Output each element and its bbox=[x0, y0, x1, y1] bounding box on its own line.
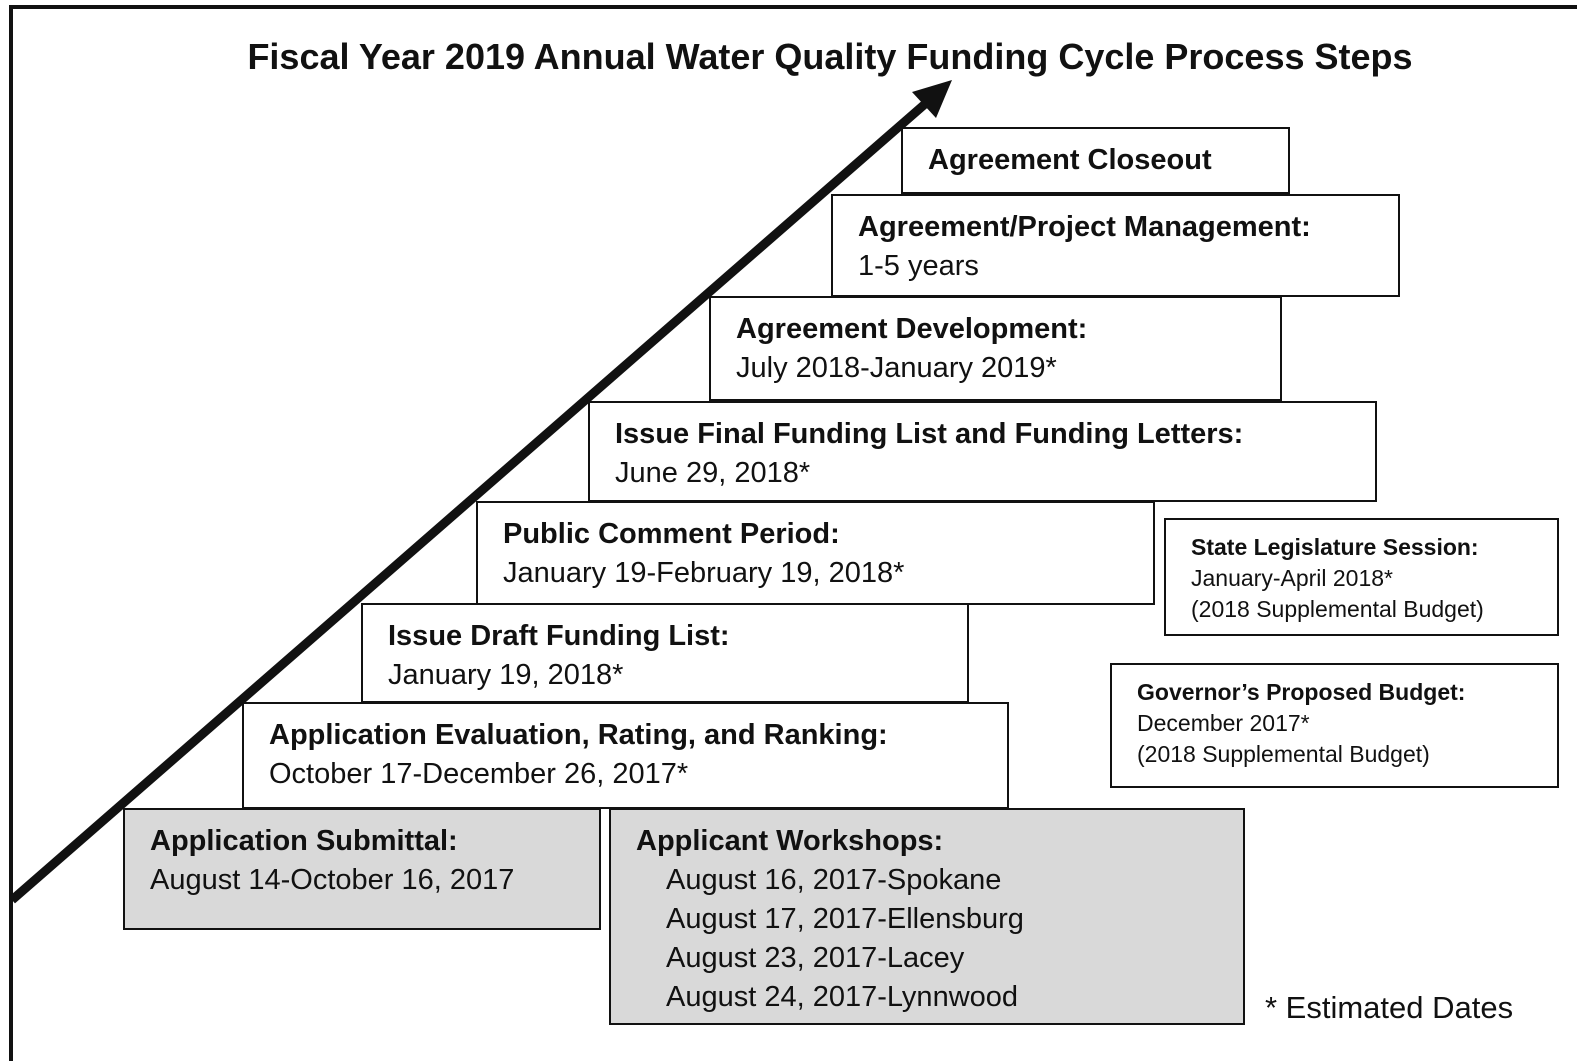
step-box: Application Evaluation, Rating, and Rank… bbox=[242, 702, 1009, 809]
step-label: Application Evaluation, Rating, and Rank… bbox=[269, 719, 888, 751]
step-label: Governor’s Proposed Budget: bbox=[1137, 679, 1466, 705]
footnote: * Estimated Dates bbox=[1265, 990, 1514, 1025]
title: Fiscal Year 2019 Annual Water Quality Fu… bbox=[247, 36, 1413, 77]
step-box: Application Submittal: August 14-October … bbox=[123, 808, 601, 930]
step-label: Agreement/Project Management: bbox=[858, 211, 1311, 243]
step-box: Agreement/Project Management: 1-5 years bbox=[831, 194, 1400, 297]
step-label: Public Comment Period: bbox=[503, 518, 840, 550]
step-detail: August 14-October 16, 2017 bbox=[150, 864, 515, 896]
step-detail: January-April 2018* bbox=[1191, 565, 1394, 591]
step-label: State Legislature Session: bbox=[1191, 534, 1479, 560]
step-detail: August 24, 2017-Lynnwood bbox=[666, 981, 1019, 1013]
step-box: Agreement Closeout bbox=[901, 127, 1290, 194]
step-label: Issue Final Funding List and Funding Let… bbox=[615, 418, 1244, 450]
step-detail: January 19, 2018* bbox=[388, 659, 624, 691]
step-box: Governor’s Proposed Budget: December 2017… bbox=[1110, 663, 1559, 788]
step-box: State Legislature Session: January-April … bbox=[1164, 518, 1559, 636]
step-label: Agreement Development: bbox=[736, 313, 1088, 345]
arrow-head bbox=[912, 80, 952, 118]
step-detail: June 29, 2018* bbox=[615, 457, 811, 489]
step-detail: 1-5 years bbox=[858, 250, 979, 282]
step-label: Agreement Closeout bbox=[928, 144, 1212, 176]
step-detail: December 2017* bbox=[1137, 710, 1310, 736]
step-detail: July 2018-January 2019* bbox=[736, 352, 1057, 384]
arrow-shaft bbox=[9, 100, 928, 904]
step-detail: August 17, 2017-Ellensburg bbox=[666, 903, 1024, 935]
step-box: Agreement Development: July 2018-January … bbox=[709, 296, 1282, 401]
step-detail: August 16, 2017-Spokane bbox=[666, 864, 1002, 896]
step-detail: (2018 Supplemental Budget) bbox=[1137, 741, 1430, 767]
step-detail: January 19-February 19, 2018* bbox=[503, 557, 905, 589]
step-box: Public Comment Period: January 19-Februar… bbox=[476, 501, 1155, 605]
step-detail: October 17-December 26, 2017* bbox=[269, 758, 689, 790]
step-label: Issue Draft Funding List: bbox=[388, 620, 730, 652]
step-label: Applicant Workshops: bbox=[636, 825, 944, 857]
step-box: Issue Draft Funding List: January 19, 201… bbox=[361, 603, 969, 703]
frame bbox=[9, 5, 1577, 1061]
step-detail: August 23, 2017-Lacey bbox=[666, 942, 965, 974]
step-detail: (2018 Supplemental Budget) bbox=[1191, 596, 1484, 622]
step-box: Applicant Workshops: August 16, 2017-Spok… bbox=[609, 808, 1245, 1025]
step-label: Application Submittal: bbox=[150, 825, 458, 857]
